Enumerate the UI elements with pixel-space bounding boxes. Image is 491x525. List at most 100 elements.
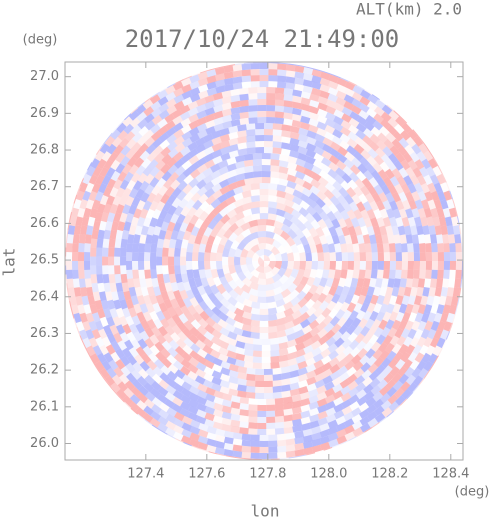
- radar-cell: [95, 147, 102, 155]
- radar-cell: [259, 326, 269, 334]
- radar-cell: [397, 225, 406, 236]
- radar-cell: [230, 395, 241, 403]
- radar-cell: [375, 311, 386, 322]
- radar-cell: [189, 379, 200, 389]
- radar-cell: [280, 288, 292, 299]
- radar-cell: [335, 160, 347, 171]
- radar-cell: [282, 218, 293, 228]
- radar-cell: [257, 225, 267, 232]
- radar-cell: [455, 261, 463, 270]
- radar-cell: [407, 182, 417, 194]
- radar-cell: [137, 338, 148, 350]
- radar-cell: [365, 261, 372, 270]
- radar-cell: [198, 318, 209, 329]
- radar-cell: [187, 100, 199, 110]
- radar-cell: [71, 203, 75, 213]
- radar-cell: [369, 133, 381, 145]
- radar-cell: [174, 100, 185, 111]
- radar-cell: [320, 348, 331, 359]
- radar-cell: [102, 274, 110, 284]
- radar-cell: [396, 175, 407, 187]
- radar-cell: [264, 134, 273, 142]
- radar-cell: [364, 243, 372, 253]
- radar-cell: [213, 402, 224, 412]
- radar-cell: [423, 150, 434, 162]
- radar-cell: [274, 397, 285, 405]
- radar-cell: [124, 171, 134, 183]
- radar-cell: [139, 278, 147, 288]
- radar-cell: [303, 440, 313, 449]
- radar-cell: [104, 375, 116, 386]
- radar-cell: [89, 303, 98, 315]
- radar-cell: [215, 85, 226, 94]
- radar-cell: [234, 307, 245, 317]
- radar-cell: [192, 252, 199, 261]
- radar-cell: [433, 312, 443, 323]
- radar-cell: [311, 444, 322, 453]
- radar-cell: [194, 304, 204, 315]
- radar-cell: [117, 221, 126, 232]
- radar-cell: [270, 349, 280, 357]
- radar-cell: [177, 331, 188, 342]
- radar-cell: [416, 360, 427, 371]
- radar-cell: [381, 234, 389, 244]
- radar-cell: [113, 212, 122, 223]
- radar-cell: [292, 95, 302, 104]
- radar-cell: [302, 174, 314, 184]
- radar-cell: [210, 313, 221, 324]
- radar-cell: [302, 434, 313, 443]
- radar-cell: [105, 344, 116, 355]
- radar-cell: [377, 379, 388, 390]
- radar-cell: [227, 337, 238, 347]
- radar-cell: [174, 369, 186, 380]
- radar-cell: [192, 269, 201, 279]
- radar-cell: [210, 169, 221, 180]
- radar-cell: [273, 368, 282, 375]
- radar-cell: [171, 108, 183, 119]
- radar-cell: [241, 196, 252, 205]
- radar-cell: [285, 275, 296, 286]
- radar-cell: [120, 145, 131, 156]
- radar-cell: [445, 331, 451, 340]
- radar-cell: [395, 295, 404, 306]
- radar-cell: [327, 419, 338, 429]
- radar-cell: [246, 373, 256, 381]
- radar-cell: [118, 195, 128, 207]
- radar-cell: [259, 182, 269, 190]
- radar-cell: [170, 332, 181, 343]
- radar-cell: [386, 160, 397, 172]
- radar-cell: [365, 252, 372, 261]
- radar-cell: [297, 454, 307, 458]
- radar-cell: [273, 220, 284, 230]
- radar-cell: [296, 268, 305, 279]
- radar-cell: [90, 274, 98, 284]
- radar-cell: [297, 360, 308, 370]
- radar-cell: [241, 330, 252, 338]
- radar-cell: [403, 286, 412, 297]
- radar-cell: [130, 107, 139, 115]
- radar-cell: [387, 278, 395, 288]
- radar-cell: [197, 348, 208, 359]
- radar-cell: [409, 151, 420, 163]
- radar-cell: [381, 357, 392, 369]
- radar-cell: [449, 252, 457, 261]
- radar-cell: [286, 252, 295, 261]
- radar-cell: [299, 276, 309, 287]
- radar-cell: [135, 104, 147, 115]
- radar-cell: [455, 269, 462, 279]
- radar-cell: [383, 372, 394, 384]
- radar-cell: [222, 264, 230, 275]
- radar-cell: [394, 183, 404, 195]
- radar-disc: [65, 61, 463, 461]
- radar-cell: [266, 99, 276, 106]
- radar-cell: [289, 382, 300, 391]
- radar-cell: [219, 276, 229, 287]
- radar-cell: [318, 335, 329, 346]
- radar-cell: [212, 421, 223, 430]
- radar-cell: [284, 198, 295, 208]
- radar-cell: [125, 299, 134, 310]
- radar-cell: [111, 221, 119, 231]
- radar-cell: [182, 183, 193, 195]
- radar-cell: [250, 244, 260, 253]
- radar-cell: [97, 229, 105, 240]
